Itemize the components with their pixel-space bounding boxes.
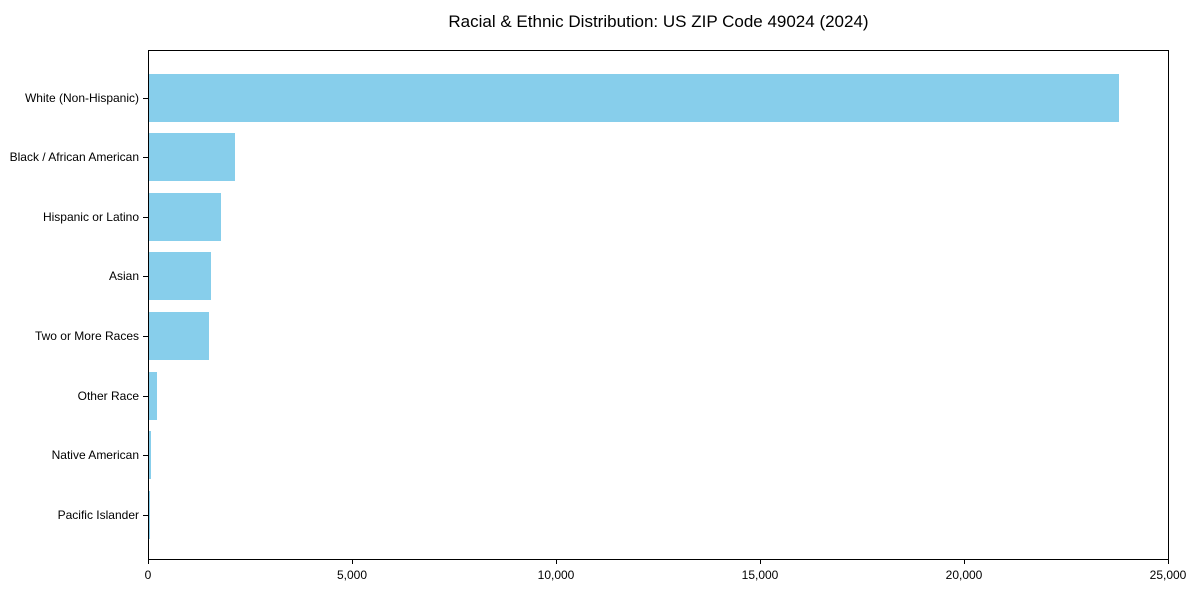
y-axis-label-asian: Asian <box>108 269 139 284</box>
y-axis-label-two-or-more-races: Two or More Races <box>34 329 139 344</box>
y-tick-mark <box>143 455 148 457</box>
y-tick-mark <box>143 276 148 278</box>
x-tick-label-15000: 15,000 <box>741 568 779 582</box>
x-tick-mark <box>760 560 761 564</box>
x-tick-mark <box>556 560 557 564</box>
y-tick-mark <box>143 216 148 218</box>
y-axis-label-white-non-hispanic: White (Non-Hispanic) <box>24 90 139 105</box>
y-axis-label-black-african-american: Black / African American <box>9 150 139 165</box>
bar-hispanic-or-latino <box>149 192 222 241</box>
x-tick-label-25000: 25,000 <box>1149 568 1187 582</box>
bar-other-race <box>149 371 158 420</box>
y-tick-mark <box>143 336 148 338</box>
bar-white-non-hispanic <box>149 73 1120 122</box>
y-tick-mark <box>143 514 148 516</box>
x-tick-label-20000: 20,000 <box>945 568 983 582</box>
plot-area <box>148 50 1169 560</box>
x-tick-mark <box>352 560 353 564</box>
bar-native-american <box>149 431 151 480</box>
chart-title: Racial & Ethnic Distribution: US ZIP Cod… <box>448 12 869 31</box>
bar-two-or-more-races <box>149 312 210 361</box>
y-axis-label-native-american: Native American <box>51 448 139 463</box>
x-tick-mark <box>964 560 965 564</box>
x-tick-label-10000: 10,000 <box>537 568 575 582</box>
y-tick-mark <box>143 157 148 159</box>
y-axis-label-pacific-islander: Pacific Islander <box>57 507 139 522</box>
x-tick-label-5000: 5,000 <box>336 568 368 582</box>
bar-asian <box>149 252 212 301</box>
x-tick-mark <box>148 560 149 564</box>
x-tick-mark <box>1168 560 1169 564</box>
bar-black-african-american <box>149 133 235 182</box>
x-tick-label-0: 0 <box>144 568 152 582</box>
y-axis-label-hispanic-or-latino: Hispanic or Latino <box>42 209 139 224</box>
y-tick-mark <box>143 97 148 99</box>
y-tick-mark <box>143 395 148 397</box>
y-axis-label-other-race: Other Race <box>77 388 139 403</box>
